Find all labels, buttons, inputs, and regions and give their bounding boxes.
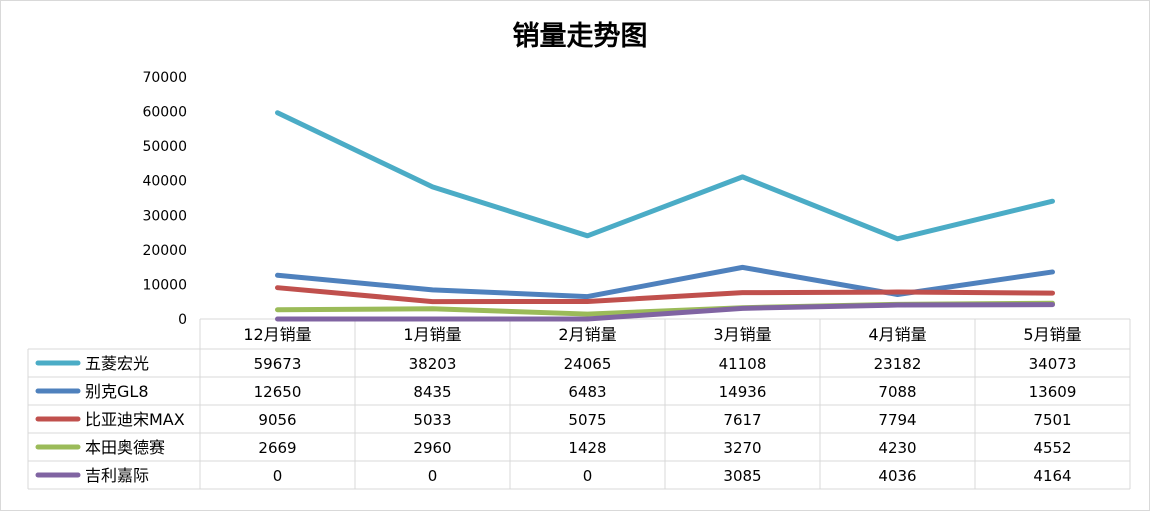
- y-tick-label: 10000: [142, 277, 187, 293]
- series-line-1: [275, 110, 1055, 242]
- category-label: 12月销量: [243, 325, 311, 344]
- table-cell: 2669: [258, 439, 296, 457]
- table-cell: 0: [428, 467, 438, 485]
- series-lines: [275, 110, 1055, 322]
- table-cell: 5033: [413, 411, 451, 429]
- table-cell: 3270: [723, 439, 761, 457]
- y-tick-label: 70000: [142, 70, 187, 86]
- legend-label: 比亚迪宋MAX: [85, 410, 185, 429]
- y-tick-label: 0: [178, 312, 187, 328]
- legend-label: 本田奥德赛: [85, 438, 165, 457]
- table-cell: 9056: [258, 411, 296, 429]
- legend-label: 五菱宏光: [85, 354, 149, 373]
- category-label: 1月销量: [403, 325, 461, 344]
- table-cell: 24065: [564, 355, 612, 373]
- legend-label: 别克GL8: [85, 382, 149, 401]
- table-cell: 4552: [1033, 439, 1071, 457]
- y-axis-ticks: 0 10000 20000 30000 40000 50000 60000 70000: [142, 70, 187, 328]
- table-cell: 2960: [413, 439, 451, 457]
- y-tick-label: 60000: [142, 105, 187, 121]
- y-tick-label: 50000: [142, 139, 187, 155]
- series-line-5: [275, 302, 1055, 322]
- legend-label: 吉利嘉际: [85, 466, 149, 485]
- table-cell: 13609: [1029, 383, 1077, 401]
- table-cell: 4230: [878, 439, 916, 457]
- table-cell: 0: [583, 467, 593, 485]
- y-tick-label: 20000: [142, 243, 187, 259]
- table-cell: 7617: [723, 411, 761, 429]
- table-cell: 41108: [719, 355, 767, 373]
- table-cell: 12650: [254, 383, 302, 401]
- table-cell: 5075: [568, 411, 606, 429]
- series-line-3: [275, 285, 1055, 305]
- table-cell: 3085: [723, 467, 761, 485]
- category-label: 2月销量: [558, 325, 616, 344]
- table-cell: 59673: [254, 355, 302, 373]
- table-cell: 38203: [409, 355, 457, 373]
- category-label: 4月销量: [868, 325, 926, 344]
- table-cell: 8435: [413, 383, 451, 401]
- y-tick-label: 30000: [142, 208, 187, 224]
- table-cell: 7501: [1033, 411, 1071, 429]
- y-tick-label: 40000: [142, 174, 187, 190]
- table-cell: 4164: [1033, 467, 1071, 485]
- category-label: 3月销量: [713, 325, 771, 344]
- table-cell: 6483: [568, 383, 606, 401]
- table-cell: 23182: [874, 355, 922, 373]
- data-table-grid: [27, 318, 1131, 490]
- chart-title: 销量走势图: [513, 21, 648, 52]
- table-cell: 4036: [878, 467, 916, 485]
- table-cell: 14936: [719, 383, 767, 401]
- table-cell: 7088: [878, 383, 916, 401]
- table-cell: 7794: [878, 411, 916, 429]
- category-label: 5月销量: [1023, 325, 1081, 344]
- table-cell: 34073: [1029, 355, 1077, 373]
- table-cell: 0: [273, 467, 283, 485]
- table-cell: 1428: [568, 439, 606, 457]
